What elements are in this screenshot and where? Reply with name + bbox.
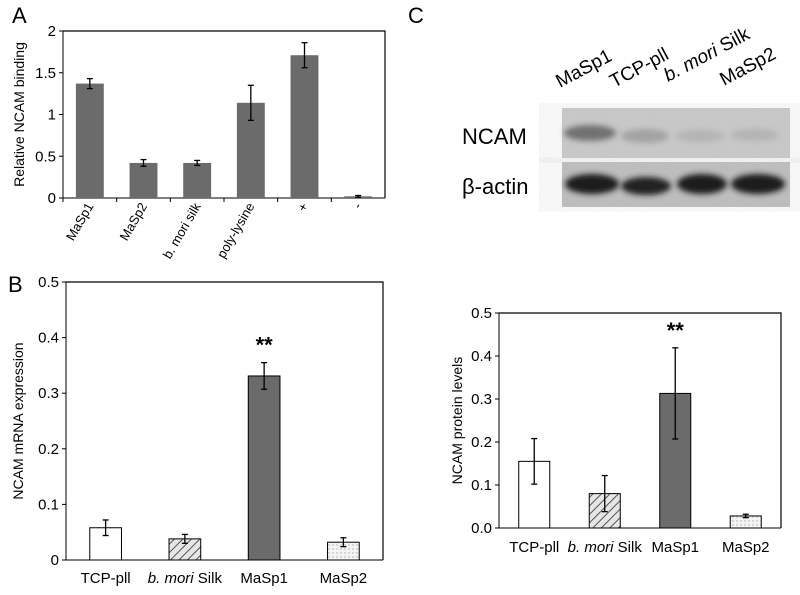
- x-tick-label: MaSp2: [117, 200, 151, 243]
- x-tick-label: TCP-pll: [509, 539, 559, 556]
- y-tick-label: 0.2: [471, 434, 492, 451]
- category-text-part: Silk: [614, 539, 643, 556]
- category-text-part: Silk: [712, 24, 754, 60]
- category-italic-part: b. mori: [660, 40, 722, 86]
- category-text-part: MaSp2: [722, 539, 770, 556]
- y-tick-label: 0: [51, 552, 59, 569]
- plot-frame: [499, 312, 782, 528]
- plot-frame: [63, 30, 386, 198]
- blot-row-label-ncam: NCAM: [462, 124, 527, 149]
- category-text-part: Silk: [194, 570, 223, 587]
- plot-frame: [66, 281, 384, 560]
- panel-letter-b: B: [8, 272, 23, 297]
- y-tick-label: 1.5: [35, 65, 56, 82]
- y-tick-label: 2: [48, 23, 56, 40]
- blot-ncam-band-masp2: [731, 129, 779, 141]
- y-tick-label: 0.5: [38, 274, 59, 291]
- blot-actin-band-silk: [677, 174, 727, 194]
- y-tick-label: 0.5: [35, 148, 56, 165]
- chart-b: 0 0.1 0.2 0.3 0.4 0.5 NCAM mRNA expression TCP-…: [10, 274, 384, 587]
- y-tick-label: 1: [48, 107, 56, 124]
- category-text-part: MaSp1: [240, 570, 288, 587]
- y-tick-label: 0.4: [38, 330, 59, 347]
- chart-a: 0 0.5 1 1.5 2 Relative NCAM binding MaSp1 MaSp2…: [11, 23, 386, 262]
- y-tick-label: 0.0: [471, 520, 492, 537]
- blot-ncam-band-silk: [676, 130, 724, 142]
- blot-actin-band-masp1: [565, 174, 619, 194]
- y-axis-label: Relative NCAM binding: [11, 42, 27, 187]
- y-tick-label: 0.3: [471, 391, 492, 408]
- chart-c: 0.0 0.1 0.2 0.3 0.4 0.5 NCAM protein levels TCP…: [449, 305, 782, 556]
- category-italic-part: b. mori: [148, 570, 195, 587]
- category-text-part: TCP-pll: [509, 539, 559, 556]
- y-tick-label: 0.1: [471, 477, 492, 494]
- x-tick-label: poly-lysine: [214, 200, 258, 261]
- x-tick-label: b. mori silk: [160, 200, 204, 262]
- blot-row-label-actin: β-actin: [462, 174, 528, 199]
- x-tick-label: MaSp2: [722, 539, 770, 556]
- x-tick-label: MaSp1: [240, 570, 288, 587]
- x-tick-label: MaSp2: [320, 570, 368, 587]
- blot-actin-band-masp2: [731, 174, 785, 194]
- category-text-part: MaSp2: [320, 570, 368, 587]
- x-tick-label: +: [294, 200, 311, 214]
- bar: [183, 162, 212, 198]
- bar: [290, 55, 319, 199]
- blot-ncam-band-tcp: [621, 129, 669, 143]
- panel-letter-c: C: [408, 3, 424, 28]
- y-tick-label: 0.5: [471, 305, 492, 322]
- y-tick-label: 0.3: [38, 385, 59, 402]
- category-text-part: MaSp1: [651, 539, 699, 556]
- bar: [129, 162, 158, 198]
- y-axis-label: NCAM mRNA expression: [10, 342, 26, 499]
- y-tick-label: 0.4: [471, 348, 492, 365]
- x-tick-label: MaSp1: [651, 539, 699, 556]
- y-tick-label: 0: [48, 190, 56, 207]
- category-text-part: MaSp1: [552, 46, 615, 93]
- y-tick-label: 0.2: [38, 441, 59, 458]
- x-tick-label: MaSp1: [63, 200, 97, 243]
- x-tick-label: b. mori Silk: [568, 539, 643, 556]
- category-text-part: TCP-pll: [81, 570, 131, 587]
- panel-letter-a: A: [12, 3, 27, 28]
- x-tick-label: TCP-pll: [81, 570, 131, 587]
- bar: [247, 375, 281, 561]
- blot-lane-label: MaSp1: [552, 46, 615, 93]
- y-axis-label: NCAM protein levels: [449, 357, 465, 485]
- x-tick-label: -: [350, 200, 365, 211]
- significance-annotation: **: [256, 333, 274, 358]
- blot-actin-band-tcp: [621, 177, 671, 195]
- y-tick-label: 0.1: [38, 496, 59, 513]
- x-tick-label: b. mori Silk: [148, 570, 223, 587]
- category-italic-part: b. mori: [568, 539, 615, 556]
- blot-ncam-band-masp1: [564, 125, 616, 141]
- bar: [75, 83, 104, 198]
- significance-annotation: **: [667, 318, 685, 343]
